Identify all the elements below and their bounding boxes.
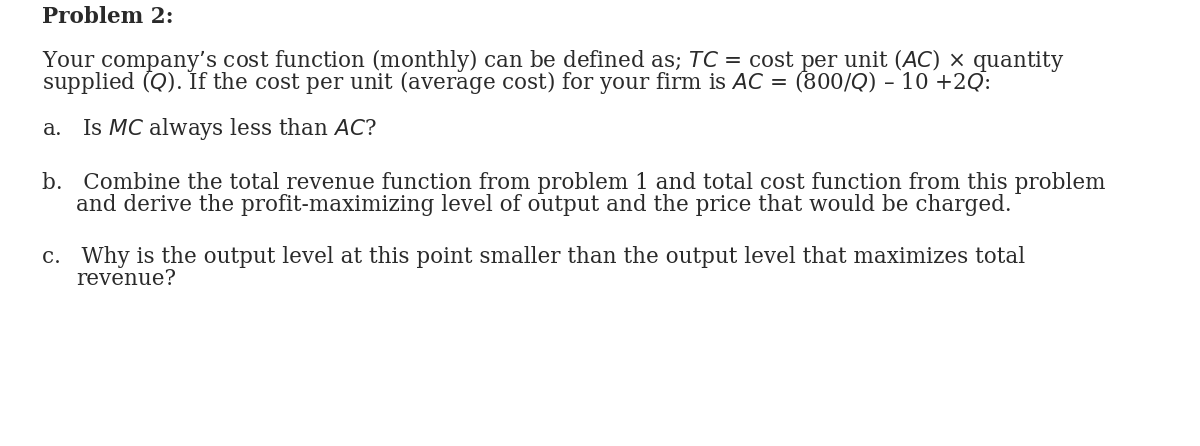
Text: and derive the profit-maximizing level of output and the price that would be cha: and derive the profit-maximizing level o… <box>76 194 1012 216</box>
Text: b.   Combine the total revenue function from problem 1 and total cost function f: b. Combine the total revenue function fr… <box>42 172 1105 194</box>
Text: Your company’s cost function (monthly) can be defined as; $TC$ = cost per unit (: Your company’s cost function (monthly) c… <box>42 47 1064 74</box>
Text: a.   Is $MC$ always less than $AC$?: a. Is $MC$ always less than $AC$? <box>42 116 377 142</box>
Text: supplied ($Q$). If the cost per unit (average cost) for your firm is $AC$ = (800: supplied ($Q$). If the cost per unit (av… <box>42 69 990 96</box>
Text: Problem 2:: Problem 2: <box>42 6 174 28</box>
Text: c.   Why is the output level at this point smaller than the output level that ma: c. Why is the output level at this point… <box>42 246 1025 268</box>
Text: revenue?: revenue? <box>76 268 176 290</box>
